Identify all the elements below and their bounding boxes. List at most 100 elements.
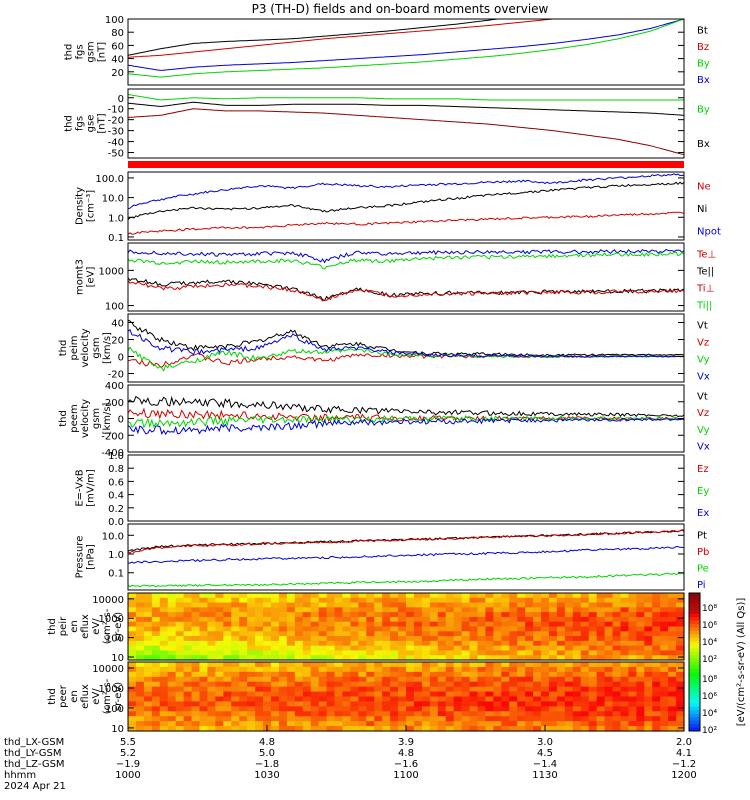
flag-bar (128, 161, 684, 168)
spectrogram-cell (588, 706, 598, 712)
y-axis-label-line: sr-eV) (113, 682, 124, 711)
spectrogram-cell (382, 711, 391, 717)
spectrogram-cell (461, 631, 471, 637)
spectrogram-cell (469, 597, 479, 604)
spectrogram-cell (270, 607, 280, 613)
spectrogram-cell (294, 716, 304, 722)
spectrogram-cell (167, 671, 177, 678)
spectrogram-cell (167, 676, 177, 683)
colorbar-tick: 10⁴ (702, 709, 717, 719)
spectrogram-cell (334, 662, 344, 668)
spectrogram-cell (588, 701, 598, 707)
colorbar-segment (689, 717, 700, 722)
spectrogram-cell (382, 650, 391, 656)
spectrogram-cell (612, 691, 622, 698)
spectrogram-cell (429, 681, 439, 688)
y-axis-label: thd fgs gse [nT] (64, 113, 108, 133)
spectrogram-cell (644, 593, 653, 599)
spectrogram-cell (406, 621, 415, 628)
spectrogram-cell (596, 616, 606, 623)
spectrogram-cell (286, 655, 296, 661)
spectrogram-cell (604, 621, 614, 628)
spectrogram-cell (437, 621, 447, 628)
spectrogram-cell (286, 593, 296, 599)
spectrogram-cell (302, 716, 312, 722)
spectrogram-cell (644, 616, 653, 623)
spectrogram-cell (533, 655, 542, 661)
spectrogram-cell (437, 645, 447, 652)
spectrogram-cell (334, 645, 344, 652)
spectrogram-cell (604, 671, 614, 678)
spectrogram-cell (366, 616, 375, 623)
spectrogram-cell (485, 640, 494, 647)
spectrogram-cell (128, 631, 137, 637)
spectrogram-cell (572, 607, 582, 613)
spectrogram-cell (159, 701, 169, 707)
spectrogram-cell (358, 616, 367, 623)
spectrogram-cell (525, 721, 534, 727)
spectrogram-cell (564, 676, 574, 683)
y-tick-label: 100 (105, 302, 124, 313)
spectrogram-cell (668, 681, 677, 688)
spectrogram-cell (167, 621, 177, 628)
spectrogram-cell (128, 706, 137, 712)
spectrogram-cell (334, 650, 344, 656)
legend-ti: Ti⊥ (696, 284, 714, 295)
spectrogram-cell (278, 597, 288, 604)
spectrogram-cell (628, 671, 637, 678)
spectrogram-cell (326, 621, 336, 628)
spectrogram-cell (199, 607, 209, 613)
spectrogram-cell (231, 716, 240, 722)
spectrogram-cell (437, 671, 447, 678)
spectrogram-cell (453, 691, 463, 698)
spectrogram-cell (556, 631, 566, 637)
spectrogram-cell (255, 655, 264, 661)
spectrogram-cell (413, 607, 423, 613)
spectrogram-cell (350, 621, 359, 628)
spectrogram-cell (652, 655, 661, 661)
spectrogram-cell (350, 602, 359, 608)
spectrogram-cell (660, 640, 669, 647)
spectrogram-cell (286, 607, 296, 613)
spectrogram-cell (548, 597, 558, 604)
spectrogram-cell (374, 671, 383, 678)
spectrogram-cell (318, 640, 328, 647)
spectrogram-cell (159, 640, 169, 647)
spectrogram-cell (270, 716, 280, 722)
spectrogram-cell (421, 681, 431, 688)
x-tick-label: 1130 (532, 770, 557, 781)
spectrogram-cell (580, 721, 590, 727)
spectrogram-cell (429, 626, 439, 632)
spectrogram-cell (485, 612, 494, 618)
spectrogram-cell (548, 621, 558, 628)
spectrogram-cell (461, 706, 471, 712)
spectrogram-cell (239, 650, 248, 656)
spectrogram-cell (556, 706, 566, 712)
spectrogram-cell (660, 676, 669, 683)
spectrogram-cell (453, 645, 463, 652)
spectrogram-cell (533, 621, 542, 628)
spectrogram-cell (636, 602, 645, 608)
spectrogram-cell (255, 593, 264, 599)
spectrogram-cell (374, 701, 383, 707)
spectrogram-cell (159, 676, 169, 683)
spectrogram-cell (445, 696, 455, 703)
spectrogram-cell (382, 726, 391, 732)
spectrogram-cell (580, 701, 590, 707)
spectrogram-cell (548, 612, 558, 618)
spectrogram-cell (191, 597, 201, 604)
spectrogram-cell (390, 607, 399, 613)
spectrogram-cell (413, 666, 423, 673)
y-axis-label-line: [cm⁻³] (86, 190, 97, 222)
spectrogram-cell (183, 626, 193, 632)
spectrogram-cell (270, 711, 280, 717)
spectrogram-cell (477, 655, 487, 661)
spectrogram-cell (358, 686, 367, 693)
spectrogram-cell (548, 706, 558, 712)
spectrogram-cell (231, 650, 240, 656)
spectrogram-cell (334, 686, 344, 693)
spectrogram-cell (151, 636, 161, 642)
spectrogram-cell (445, 676, 455, 683)
spectrogram-cell (612, 721, 622, 727)
spectrogram-cell (469, 726, 479, 732)
